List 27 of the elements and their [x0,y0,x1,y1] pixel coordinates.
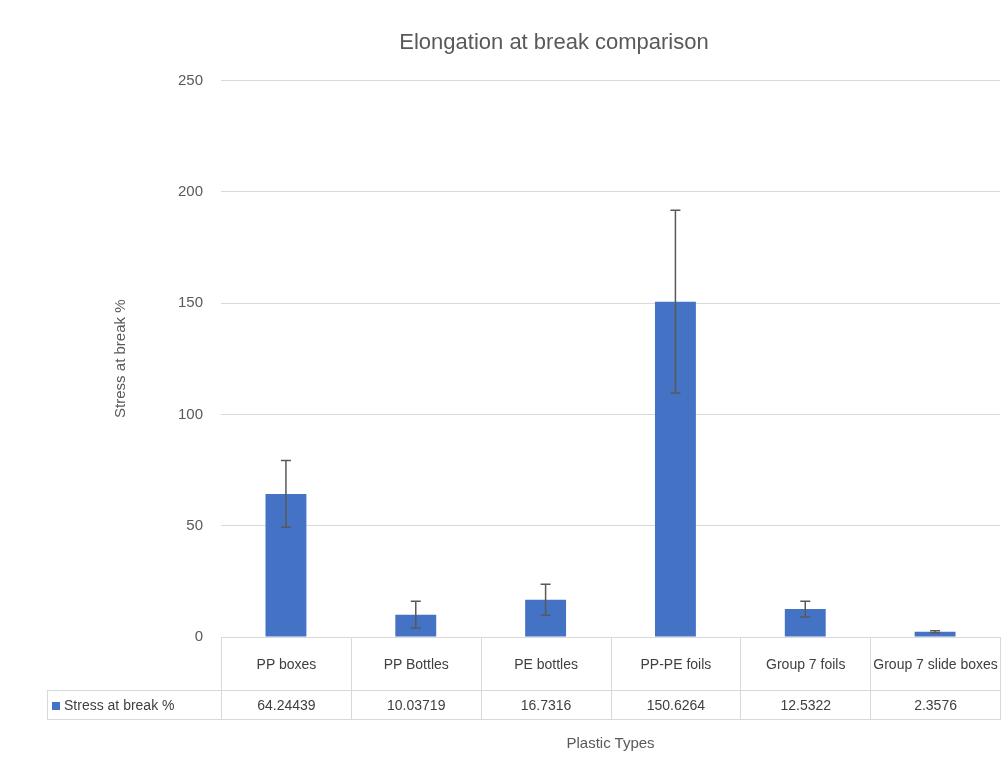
x-tick-label: Group 7 slide boxes [870,637,1001,691]
bar [395,614,437,637]
x-tick-label: PP-PE foils [611,637,741,691]
x-tick-label: Group 7 foils [740,637,871,691]
data-label: 16.7316 [481,690,611,720]
bar [654,301,696,637]
x-axis-title: Plastic Types [566,734,655,752]
x-tick-label: PP Bottles [351,637,482,691]
y-axis-title: Stress at break % [111,299,129,418]
data-label: 150.6264 [611,690,741,720]
data-label: 10.03719 [351,690,482,720]
y-tick-label: 100 [178,404,204,422]
data-label: 12.5322 [740,690,871,720]
data-label: 64.24439 [221,690,352,720]
x-tick-label: PP boxes [221,637,352,691]
bar [525,599,567,637]
bar [265,493,307,637]
x-tick-label: PE bottles [481,637,611,691]
y-tick-label: 50 [186,515,204,533]
chart-title: Elongation at break comparison [399,29,709,55]
data-label: 2.3576 [870,690,1001,720]
bar [784,609,826,637]
y-tick-label: 0 [194,627,204,645]
y-tick-label: 250 [178,70,204,88]
y-tick-label: 150 [178,293,204,311]
legend-label: Stress at break % [47,690,222,720]
y-tick-label: 200 [178,181,204,199]
